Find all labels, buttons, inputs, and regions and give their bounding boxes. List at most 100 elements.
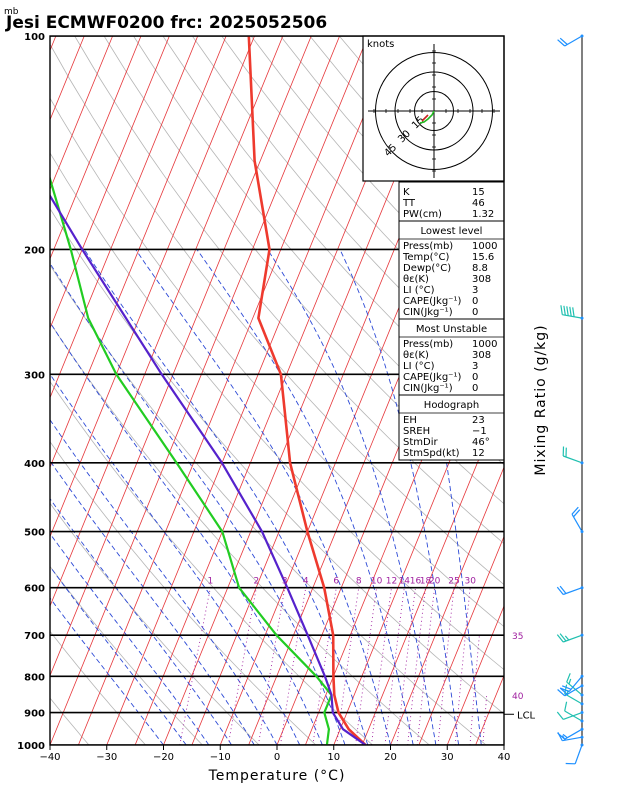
wind-barb-station [581, 530, 584, 533]
moist-adiabat-line [0, 249, 232, 745]
index-label: Press(mb) [403, 241, 453, 252]
mixing-ratio-label: 12 [386, 577, 397, 587]
mixing-ratio-label: 2 [254, 577, 260, 587]
index-value: 3 [472, 361, 478, 372]
wind-barb-station [581, 461, 584, 464]
isotherm-line [0, 36, 141, 745]
wind-barb-feather [561, 305, 562, 314]
wind-barb-shaft [563, 456, 582, 463]
index-value: 308 [472, 274, 491, 285]
wind-barb-station [581, 684, 584, 687]
pressure-tick-label: 300 [24, 370, 45, 381]
mixing-ratio-line [281, 588, 306, 745]
wind-barb-feather [569, 679, 571, 684]
index-label: Press(mb) [403, 339, 453, 350]
isotherm-line [50, 36, 340, 745]
chart-title: Jesi ECMWF0200 frc: 2025052506 [5, 13, 327, 33]
wind-barb-station [581, 35, 584, 38]
mixing-ratio-label: 1 [208, 577, 214, 587]
x-tick-label: −40 [39, 752, 60, 763]
mixing-ratio-label: 40 [512, 692, 524, 702]
moist-adiabat-line [0, 249, 300, 745]
mixing-ratio-line [337, 588, 359, 745]
x-tick-label: 10 [327, 752, 340, 763]
index-label: K [403, 187, 410, 198]
index-value: 8.8 [472, 263, 488, 274]
mixing-ratio-line [180, 588, 211, 745]
wind-barb-station [581, 719, 584, 722]
mixing-ratio-line [438, 588, 454, 745]
isotherm-line [107, 36, 397, 745]
lowest-level-title: Lowest level [421, 226, 483, 237]
wind-barb-feather [570, 307, 571, 316]
wind-barb-station [581, 586, 584, 589]
moist-adiabat-line [0, 249, 186, 745]
temperature-profile-line [249, 36, 366, 745]
index-value: 0 [472, 383, 478, 394]
most-unstable-title: Most Unstable [416, 324, 487, 335]
index-label: StmSpd(kt) [403, 448, 460, 459]
lcl-label: LCL [517, 710, 536, 721]
hodograph-indices-title: Hodograph [424, 400, 479, 411]
mixing-ratio-label: 6 [333, 577, 339, 587]
wind-barb-feather [573, 307, 574, 316]
pressure-tick-label: 600 [24, 584, 45, 595]
index-value: 1.32 [472, 209, 494, 220]
index-value: 0 [472, 372, 478, 383]
wind-barb-feather [565, 702, 567, 711]
isotherm-line [22, 36, 312, 745]
wind-barb-feather [567, 306, 568, 315]
index-label: CAPE(Jkg⁻¹) [403, 296, 461, 307]
moist-adiabat-line [0, 249, 209, 745]
wind-barb-station [581, 702, 584, 705]
x-tick-label: 20 [384, 752, 397, 763]
pressure-tick-label: 1000 [17, 741, 45, 752]
index-label: Temp(°C) [402, 252, 450, 263]
mixing-ratio-label: 35 [512, 632, 523, 642]
pressure-tick-label: 500 [24, 528, 45, 539]
wind-barb-station [581, 736, 584, 739]
dewpoint-profile-line [22, 36, 332, 745]
index-value: −1 [472, 426, 487, 437]
wind-barb-feather [564, 306, 565, 315]
wind-barb-feather [557, 712, 563, 719]
wind-barb-station [581, 317, 584, 320]
pressure-tick-label: 100 [24, 32, 45, 43]
x-tick-label: −10 [210, 752, 231, 763]
moist-adiabat-line [197, 249, 413, 745]
mixing-ratio-axis-label: Mixing Ratio (g/kg) [533, 324, 549, 475]
mixing-ratio-line [417, 588, 434, 745]
index-label: Dewp(°C) [403, 263, 451, 274]
index-value: 46° [472, 437, 490, 448]
index-value: 1000 [472, 241, 497, 252]
x-tick-label: −20 [153, 752, 174, 763]
pressure-tick-label: 700 [24, 631, 45, 642]
index-label: CAPE(Jkg⁻¹) [403, 372, 461, 383]
wind-barb-shaft [575, 745, 582, 764]
mixing-ratio-label: 14 [399, 577, 411, 587]
index-value: 1000 [472, 339, 497, 350]
dry-adiabat-line [0, 36, 146, 745]
dry-adiabat-line [0, 36, 316, 745]
index-value: 46 [472, 198, 485, 209]
index-value: 12 [472, 448, 485, 459]
mixing-ratio-label: 8 [356, 577, 362, 587]
index-value: 15 [472, 187, 485, 198]
index-label: θε(K) [403, 350, 429, 361]
pressure-tick-label: 400 [24, 459, 45, 470]
x-tick-label: −30 [96, 752, 117, 763]
index-label: θε(K) [403, 274, 429, 285]
index-label: CIN(Jkg⁻¹) [403, 383, 453, 394]
wind-barb-shaft [563, 713, 582, 720]
mixing-ratio-label: 20 [429, 577, 441, 587]
index-label: LI (°C) [403, 285, 435, 296]
wind-profile [557, 35, 583, 764]
wind-barb-station [581, 634, 584, 637]
mixing-ratio-label: 4 [303, 577, 309, 587]
index-label: CIN(Jkg⁻¹) [403, 307, 453, 318]
isotherm-line [78, 36, 368, 745]
index-value: 3 [472, 285, 478, 296]
wind-barb-feather [565, 636, 569, 640]
wind-barb-station [581, 728, 584, 731]
